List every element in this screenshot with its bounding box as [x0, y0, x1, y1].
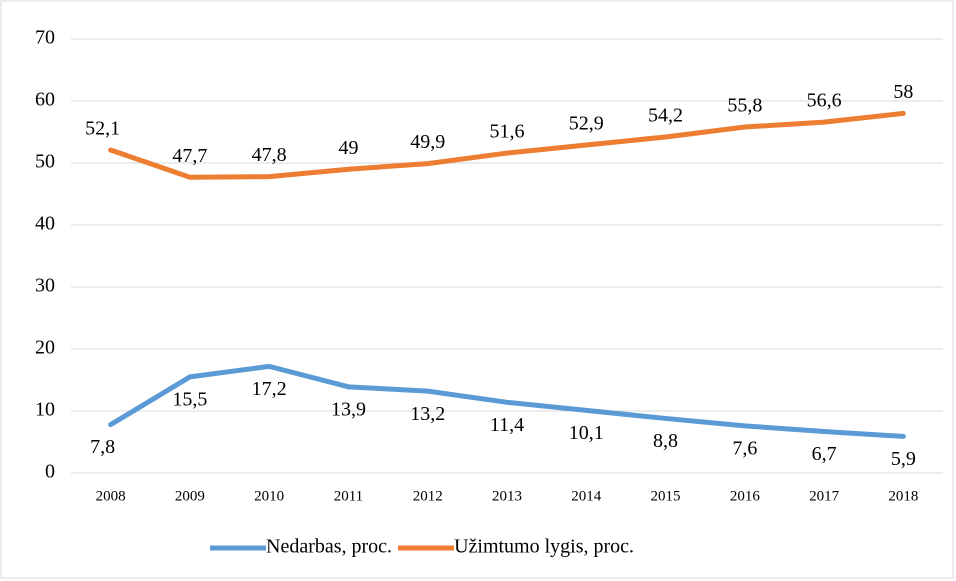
- data-label: 8,8: [653, 430, 678, 452]
- data-label: 10,1: [569, 422, 604, 444]
- data-label: 58: [893, 81, 913, 103]
- data-label: 7,6: [732, 437, 757, 459]
- legend-label: Užimtumo lygis, proc.: [454, 536, 634, 558]
- x-tick-label: 2012: [413, 488, 443, 504]
- data-label: 56,6: [807, 90, 842, 112]
- x-tick-label: 2015: [651, 488, 681, 504]
- data-label: 17,2: [252, 378, 287, 400]
- x-tick-label: 2013: [492, 488, 522, 504]
- data-label: 13,2: [410, 403, 445, 425]
- x-tick-label: 2008: [96, 488, 126, 504]
- data-label: 54,2: [648, 105, 683, 127]
- data-label: 6,7: [812, 443, 837, 465]
- data-label: 47,8: [252, 144, 287, 166]
- data-label: 49: [338, 137, 358, 159]
- x-tick-label: 2010: [254, 488, 284, 504]
- x-tick-label: 2014: [571, 488, 602, 504]
- data-label: 11,4: [490, 414, 524, 436]
- data-label: 5,9: [891, 448, 916, 470]
- y-tick-label: 0: [45, 461, 55, 483]
- x-tick-label: 2016: [730, 488, 761, 504]
- legend-label: Nedarbas, proc.: [266, 536, 392, 558]
- y-tick-label: 30: [35, 275, 55, 297]
- data-label: 7,8: [90, 436, 115, 458]
- data-label: 49,9: [410, 131, 445, 153]
- x-tick-label: 2009: [175, 488, 205, 504]
- y-tick-label: 70: [35, 27, 55, 49]
- data-label: 52,9: [569, 113, 604, 135]
- series-line: [108, 110, 906, 180]
- y-tick-label: 10: [35, 399, 55, 421]
- x-tick-label: 2018: [888, 488, 918, 504]
- data-label: 51,6: [490, 121, 525, 143]
- y-tick-label: 60: [35, 89, 55, 111]
- y-tick-label: 20: [35, 337, 55, 359]
- data-label: 52,1: [85, 118, 120, 140]
- data-label: 15,5: [172, 388, 207, 410]
- data-label: 55,8: [727, 95, 762, 117]
- x-tick-label: 2011: [334, 488, 363, 504]
- y-tick-label: 50: [35, 151, 55, 173]
- y-tick-label: 40: [35, 213, 55, 235]
- data-label: 47,7: [172, 145, 207, 167]
- x-tick-label: 2017: [809, 488, 840, 504]
- series-line: [108, 363, 906, 439]
- data-label: 13,9: [331, 398, 366, 420]
